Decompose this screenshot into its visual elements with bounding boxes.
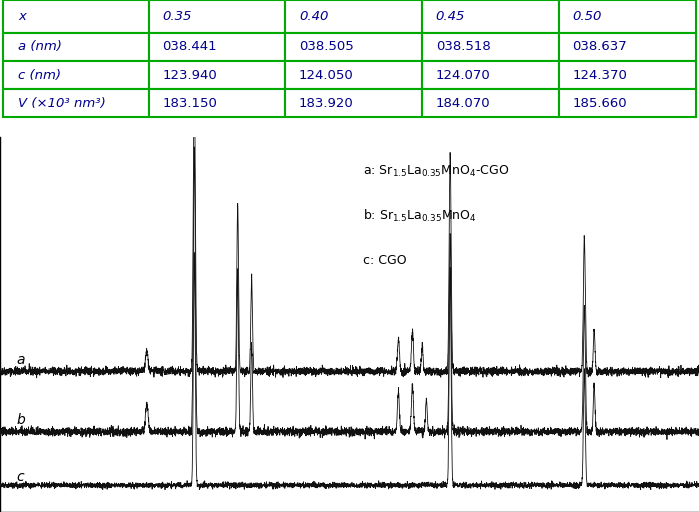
Text: a: a [17, 353, 25, 367]
Text: b: b [17, 413, 26, 427]
Text: c: CGO: c: CGO [363, 254, 407, 267]
Text: b: Sr$_{1.5}$La$_{0.35}$MnO$_4$: b: Sr$_{1.5}$La$_{0.35}$MnO$_4$ [363, 207, 477, 224]
Text: c: c [17, 470, 24, 484]
Text: a: Sr$_{1.5}$La$_{0.35}$MnO$_4$-CGO: a: Sr$_{1.5}$La$_{0.35}$MnO$_4$-CGO [363, 163, 510, 179]
